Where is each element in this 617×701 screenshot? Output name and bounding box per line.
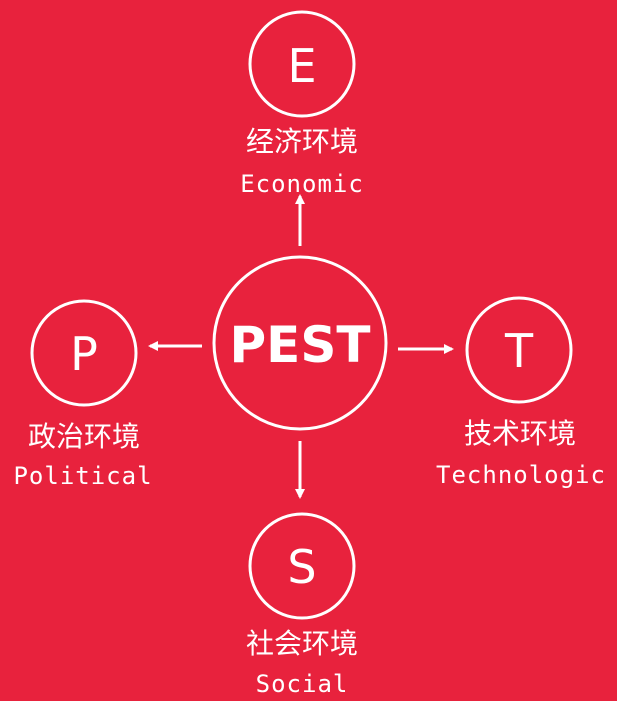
economic-node: E: [248, 10, 356, 118]
political-circle: [30, 299, 138, 407]
center-label: PEST: [230, 316, 371, 374]
center-circle: [212, 255, 388, 431]
social-label-en: Social: [255, 670, 349, 698]
economic-circle: [248, 10, 356, 118]
technological-label-cn: 技术环境: [463, 417, 576, 450]
political-letter: P: [70, 327, 98, 381]
political-node: P: [30, 299, 138, 407]
political-label-cn: 政治环境: [27, 420, 140, 453]
political-label-en: Political: [13, 462, 153, 490]
technological-circle: [465, 296, 573, 404]
social-node: S: [248, 512, 356, 620]
social-letter: S: [287, 540, 316, 594]
economic-letter: E: [287, 39, 316, 93]
social-circle: [248, 512, 356, 620]
technological-letter: T: [504, 324, 534, 378]
economic-label-en: Economic: [240, 170, 364, 198]
technological-node: T: [465, 296, 573, 404]
technological-label-en: Technologic: [436, 461, 606, 489]
social-label-cn: 社会环境: [245, 627, 358, 660]
center-node: PEST: [212, 255, 388, 431]
economic-label-cn: 经济环境: [245, 125, 358, 158]
